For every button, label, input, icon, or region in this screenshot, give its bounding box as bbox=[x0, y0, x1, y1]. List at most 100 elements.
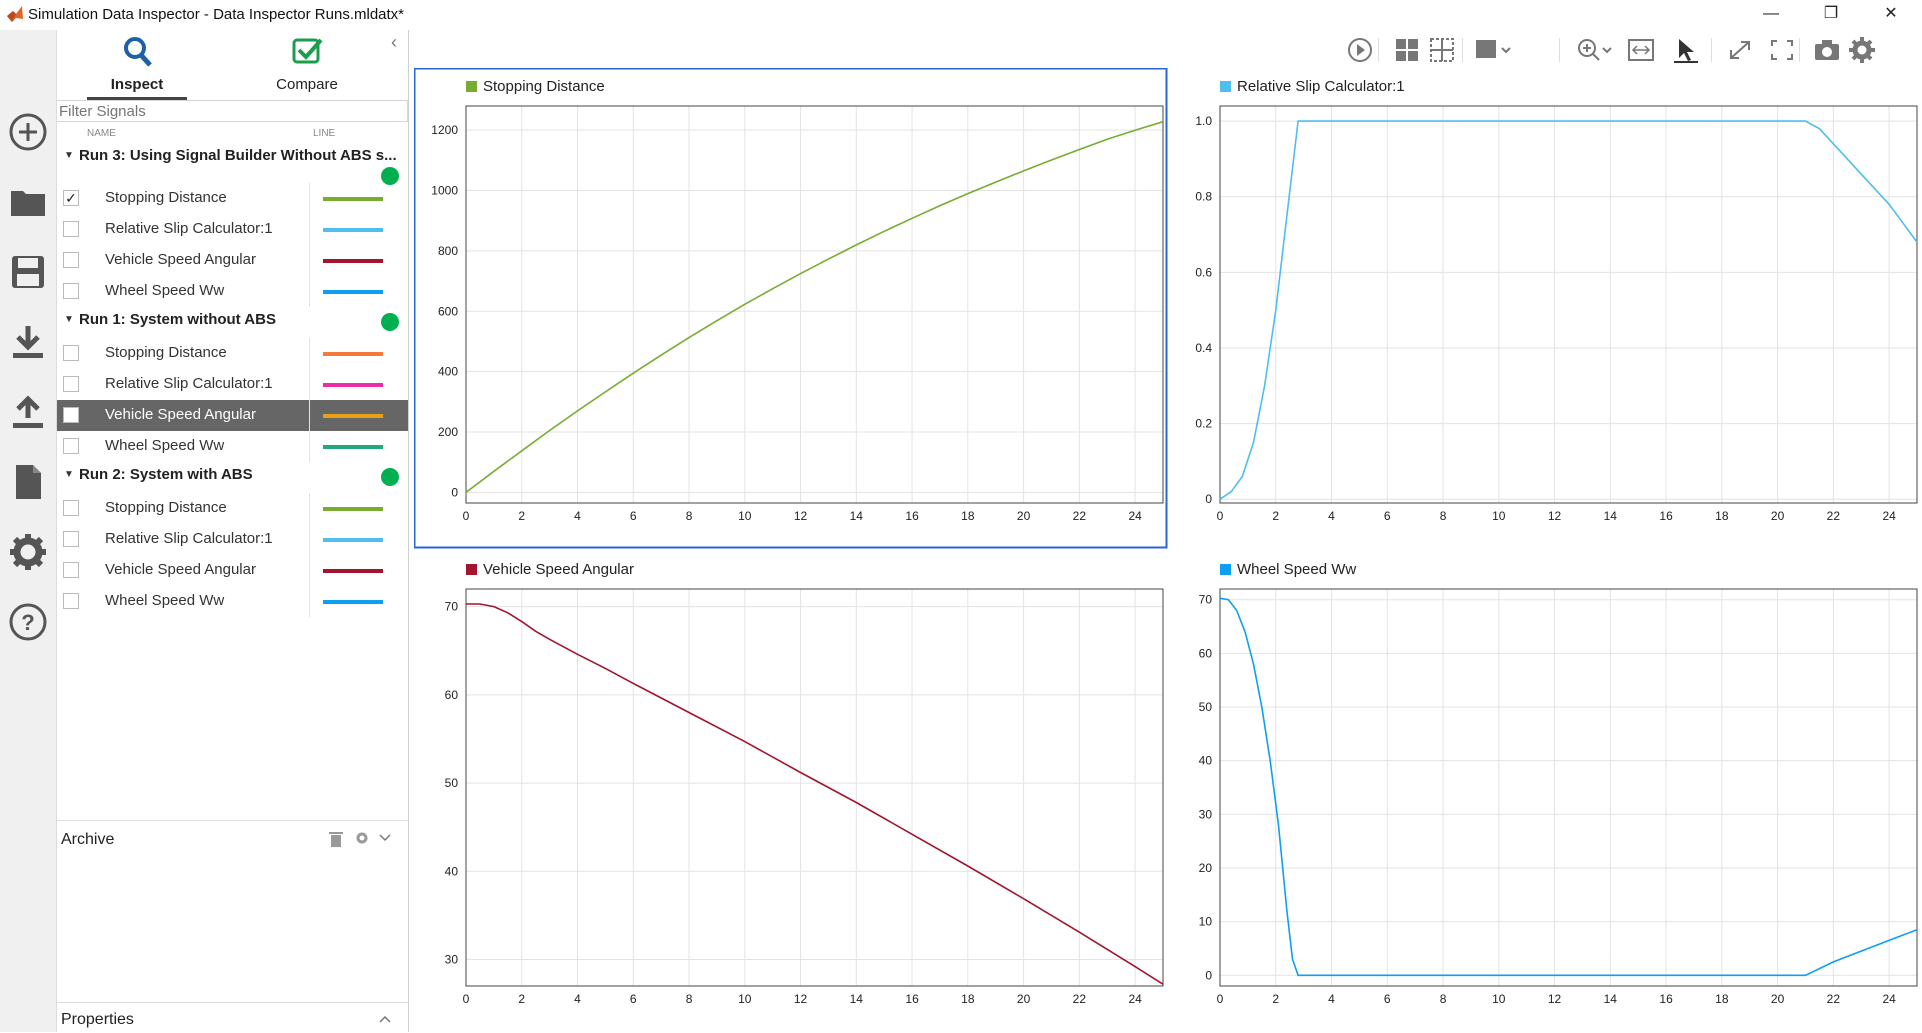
snapshot-camera-icon[interactable] bbox=[1812, 36, 1842, 64]
signal-line-style[interactable] bbox=[323, 290, 383, 294]
title-bar: Simulation Data Inspector - Data Inspect… bbox=[0, 0, 1922, 31]
run-header[interactable]: ▼ Run 3: Using Signal Builder Without ABS… bbox=[57, 143, 408, 185]
x-tick-label: 0 bbox=[1217, 509, 1224, 523]
signal-row[interactable]: Vehicle Speed Angular bbox=[57, 245, 408, 276]
x-tick-label: 10 bbox=[738, 992, 752, 1006]
tab-inspect[interactable]: Inspect bbox=[87, 30, 187, 100]
signal-checkbox[interactable] bbox=[63, 593, 79, 609]
legend-swatch bbox=[466, 81, 477, 92]
archive-settings-icon[interactable] bbox=[355, 831, 369, 845]
signal-row[interactable]: Relative Slip Calculator:1 bbox=[57, 524, 408, 555]
expand-icon[interactable] bbox=[1725, 36, 1755, 64]
save-icon[interactable] bbox=[8, 252, 48, 292]
settings-gear-icon[interactable] bbox=[8, 532, 48, 572]
open-folder-icon[interactable] bbox=[8, 182, 48, 222]
trash-icon[interactable] bbox=[329, 831, 343, 847]
layout-grid-icon[interactable] bbox=[1392, 36, 1422, 64]
signal-row[interactable]: Wheel Speed Ww bbox=[57, 276, 408, 307]
signal-checkbox[interactable] bbox=[63, 500, 79, 516]
signal-line-style[interactable] bbox=[323, 445, 383, 449]
signal-row[interactable]: Vehicle Speed Angular bbox=[57, 555, 408, 586]
fullscreen-icon[interactable] bbox=[1767, 36, 1797, 64]
visualization-menu-icon[interactable] bbox=[1474, 36, 1514, 64]
properties-section[interactable]: Properties bbox=[57, 1002, 408, 1033]
import-icon[interactable] bbox=[8, 322, 48, 362]
signal-line-style[interactable] bbox=[323, 507, 383, 511]
signal-checkbox[interactable] bbox=[63, 562, 79, 578]
cursor-pointer-icon[interactable] bbox=[1671, 36, 1701, 64]
signal-checkbox[interactable] bbox=[63, 531, 79, 547]
signal-checkbox[interactable] bbox=[63, 283, 79, 299]
signal-checkbox[interactable] bbox=[63, 221, 79, 237]
plot-wheel-speed-ww[interactable]: Wheel Speed Ww 0 2 4 6 8 10 12 14 16 18 20 22 24 0 10 2… bbox=[1168, 551, 1922, 1032]
export-icon[interactable] bbox=[8, 392, 48, 432]
report-icon[interactable] bbox=[8, 462, 48, 502]
signal-row[interactable]: ✓ Stopping Distance bbox=[57, 183, 408, 214]
signal-row[interactable]: Vehicle Speed Angular bbox=[57, 400, 408, 431]
run-header[interactable]: ▼ Run 1: System without ABS bbox=[57, 307, 408, 337]
signal-line-style[interactable] bbox=[323, 414, 383, 418]
expand-triangle-icon[interactable]: ▼ bbox=[64, 314, 74, 325]
y-tick-label: 1200 bbox=[431, 123, 458, 137]
signal-row[interactable]: Stopping Distance bbox=[57, 338, 408, 369]
signal-label: Relative Slip Calculator:1 bbox=[105, 220, 273, 237]
expand-triangle-icon[interactable]: ▼ bbox=[64, 469, 74, 480]
zoom-in-icon[interactable] bbox=[1574, 36, 1614, 64]
chevron-up-icon[interactable] bbox=[379, 1015, 391, 1023]
minimize-button[interactable]: — bbox=[1763, 5, 1779, 22]
signal-row[interactable]: Wheel Speed Ww bbox=[57, 431, 408, 462]
signal-line-style[interactable] bbox=[323, 352, 383, 356]
x-tick-label: 8 bbox=[686, 992, 693, 1006]
signal-line-style[interactable] bbox=[323, 197, 383, 201]
signal-line-style[interactable] bbox=[323, 538, 383, 542]
close-button[interactable]: ✕ bbox=[1884, 5, 1898, 22]
signal-checkbox[interactable] bbox=[63, 376, 79, 392]
x-tick-label: 4 bbox=[574, 509, 581, 523]
chevron-down-icon[interactable] bbox=[379, 834, 391, 842]
tab-compare[interactable]: Compare bbox=[257, 30, 357, 100]
new-session-icon[interactable] bbox=[8, 112, 48, 152]
x-tick-label: 14 bbox=[850, 509, 864, 523]
expand-triangle-icon[interactable]: ▼ bbox=[64, 150, 74, 161]
plot-area bbox=[465, 105, 1164, 504]
signal-line-style[interactable] bbox=[323, 600, 383, 604]
plot-settings-gear-icon[interactable] bbox=[1847, 36, 1877, 64]
x-tick-label: 0 bbox=[463, 992, 470, 1006]
plot-stopping-distance[interactable]: Stopping Distance 0 2 4 6 8 10 12 14 16 18 20 22 24 0… bbox=[414, 68, 1168, 549]
replay-icon[interactable] bbox=[1345, 36, 1375, 64]
plot-frame bbox=[1219, 105, 1918, 504]
signal-row[interactable]: Stopping Distance bbox=[57, 493, 408, 524]
help-icon[interactable]: ? bbox=[8, 602, 48, 642]
y-tick-label: 60 bbox=[1199, 646, 1213, 660]
signal-line-style[interactable] bbox=[323, 228, 383, 232]
signal-checkbox[interactable] bbox=[63, 407, 79, 423]
signal-label: Vehicle Speed Angular bbox=[105, 406, 256, 423]
signal-checkbox[interactable] bbox=[63, 438, 79, 454]
signal-row[interactable]: Relative Slip Calculator:1 bbox=[57, 369, 408, 400]
signal-line-style[interactable] bbox=[323, 383, 383, 387]
signal-line-style[interactable] bbox=[323, 259, 383, 263]
plot-relative-slip[interactable]: Relative Slip Calculator:1 0 2 4 6 8 10 12 14 16… bbox=[1168, 68, 1922, 549]
signal-checkbox[interactable] bbox=[63, 252, 79, 268]
column-divider bbox=[309, 369, 310, 400]
y-tick-label: 60 bbox=[445, 688, 459, 702]
subplot-layout-icon[interactable] bbox=[1427, 36, 1457, 64]
signal-row[interactable]: Relative Slip Calculator:1 bbox=[57, 214, 408, 245]
signal-checkbox[interactable] bbox=[63, 345, 79, 361]
collapse-panel-button[interactable]: ‹ bbox=[391, 32, 397, 52]
signal-line-style[interactable] bbox=[323, 569, 383, 573]
signal-checkbox[interactable]: ✓ bbox=[63, 190, 79, 206]
plot-vehicle-speed-angular[interactable]: Vehicle Speed Angular 0 2 4 6 8 10 12 14 16 18 20 2… bbox=[414, 551, 1168, 1032]
restore-button[interactable]: ❐ bbox=[1823, 5, 1839, 22]
run-header[interactable]: ▼ Run 2: System with ABS bbox=[57, 462, 408, 492]
signal-row[interactable]: Wheel Speed Ww bbox=[57, 586, 408, 617]
chart-svg[interactable]: 0 2 4 6 8 10 12 14 16 18 20 22 240200400600800100012… bbox=[414, 68, 1168, 549]
fit-to-view-icon[interactable] bbox=[1626, 36, 1656, 64]
column-divider bbox=[309, 493, 310, 524]
x-tick-label: 10 bbox=[1492, 992, 1506, 1006]
filter-signals-input[interactable] bbox=[57, 100, 408, 122]
x-tick-label: 16 bbox=[905, 509, 919, 523]
